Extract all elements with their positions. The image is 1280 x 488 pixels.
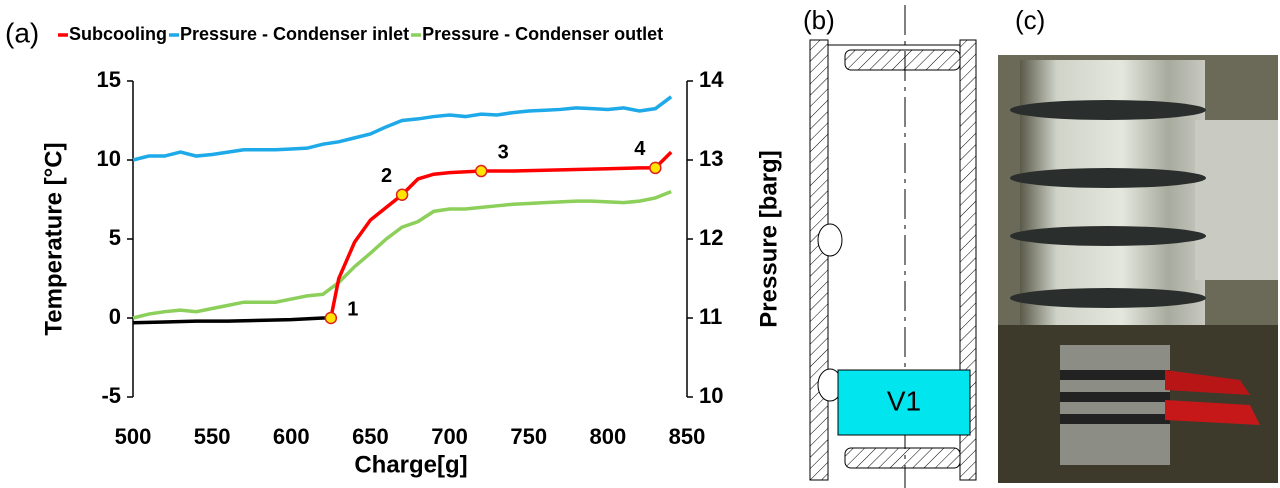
y2-tick-label: 13 (699, 146, 723, 171)
annotation-label: 4 (634, 138, 646, 160)
legend-label: Pressure - Condenser outlet (422, 24, 663, 44)
series-line (132, 316, 331, 325)
legend-label: Subcooling (69, 24, 167, 44)
legend-label: Pressure - Condenser inlet (180, 24, 409, 44)
y-tick-label: 15 (97, 67, 121, 92)
annotation-label: 2 (381, 165, 392, 187)
x-tick-label: 500 (115, 424, 152, 449)
panel-label: (a) (5, 17, 39, 48)
chart: (a) Charge[g] Temperature [°C] Pressure … (5, 17, 782, 478)
annotation-point (324, 311, 338, 325)
x-tick-label: 650 (352, 424, 389, 449)
y-tick-label: 5 (109, 225, 121, 250)
x-tick-label: 750 (510, 424, 547, 449)
y2-tick-label: 11 (699, 304, 722, 329)
annotation-label: 3 (498, 141, 509, 163)
y-tick-label: -5 (101, 383, 121, 408)
x-tick-label: 700 (431, 424, 468, 449)
annotation-point (649, 161, 662, 175)
diagram: (b) V1 (803, 5, 977, 488)
annotation-label: 1 (347, 298, 358, 320)
x-axis-label: Charge[g] (354, 451, 467, 478)
series-line (132, 95, 673, 162)
y2-tick-label: 10 (699, 383, 723, 408)
annotation-point (395, 188, 409, 202)
y2-tick-label: 12 (699, 225, 723, 250)
series-line (329, 150, 673, 319)
y-axis-label: Temperature [°C] (40, 142, 67, 335)
y2-tick-label: 14 (699, 67, 724, 92)
annotation-point (474, 164, 488, 178)
x-tick-label: 850 (669, 424, 706, 449)
y-tick-label: 10 (97, 146, 121, 171)
panel-label: (b) (803, 5, 835, 35)
x-tick-label: 550 (194, 424, 231, 449)
x-tick-label: 800 (589, 424, 626, 449)
photo: (c) (998, 5, 1278, 483)
series-line (132, 189, 672, 320)
y-tick-label: 0 (109, 304, 121, 329)
x-tick-label: 600 (273, 424, 310, 449)
y2-axis-label: Pressure [barg] (755, 150, 782, 327)
valve-label: V1 (887, 385, 921, 416)
panel-label: (c) (1015, 5, 1045, 35)
